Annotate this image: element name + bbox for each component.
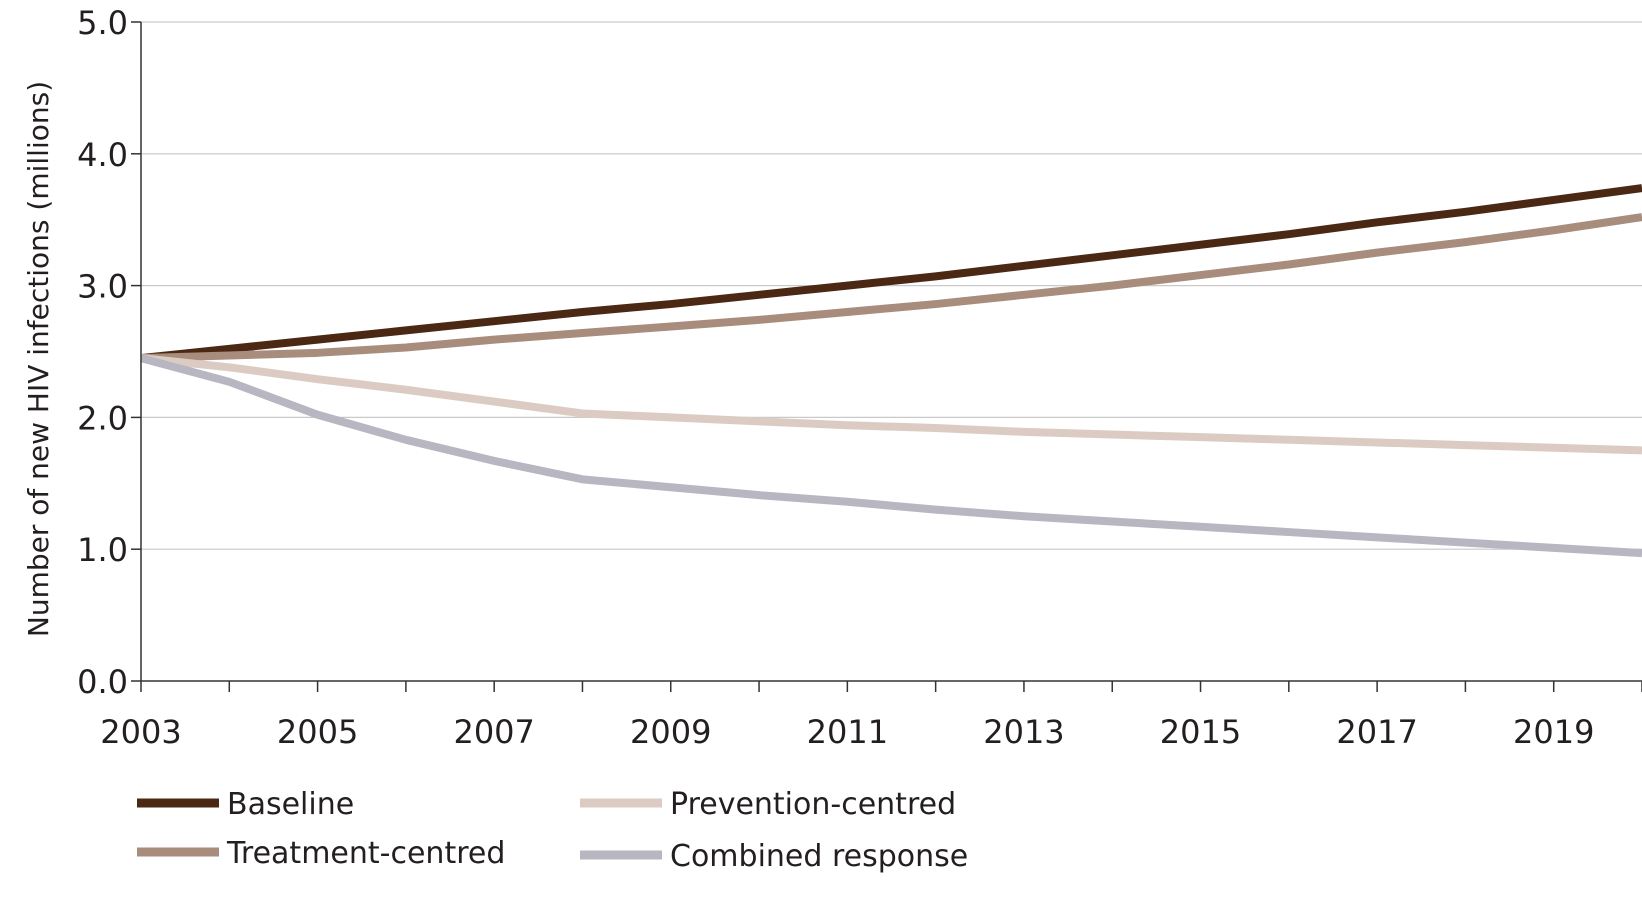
y-tick-label: 5.0 (77, 4, 128, 42)
x-tick-label: 2019 (1513, 713, 1594, 751)
y-tick-label: 3.0 (77, 268, 128, 306)
series-line (140, 213, 1642, 363)
y-tick-label: 2.0 (77, 399, 128, 437)
x-tick-label: 2003 (100, 713, 181, 751)
series-line (140, 184, 1642, 363)
x-tick-labels: 2003 2005 2007 2009 2011 2013 2015 2017 2019 (100, 713, 1594, 751)
x-tick-label: 2009 (630, 713, 711, 751)
x-tick-label: 2011 (807, 713, 888, 751)
legend-label: Treatment-centred (226, 836, 505, 871)
y-axis-title: Number of new HIV infections (millions) (22, 81, 55, 637)
axes (131, 21, 1642, 692)
y-tick-labels: 0.0 1.0 2.0 3.0 4.0 5.0 (77, 4, 128, 701)
series-line (139, 354, 1642, 558)
legend-label: Baseline (227, 787, 354, 822)
x-tick-label: 2005 (277, 713, 358, 751)
x-tick-label: 2017 (1336, 713, 1417, 751)
x-tick-label: 2015 (1160, 713, 1241, 751)
y-tick-label: 4.0 (77, 136, 128, 174)
legend: Baseline Treatment-centred Prevention-cent… (137, 787, 968, 874)
series-line (140, 354, 1642, 455)
x-tick-label: 2007 (453, 713, 534, 751)
x-tick-label: 2013 (983, 713, 1064, 751)
legend-label: Prevention-centred (670, 787, 956, 822)
y-tick-label: 0.0 (77, 663, 128, 701)
grid-lines (141, 21, 1642, 550)
y-tick-label: 1.0 (77, 531, 128, 569)
series-lines (139, 184, 1642, 558)
legend-label: Combined response (670, 839, 968, 874)
